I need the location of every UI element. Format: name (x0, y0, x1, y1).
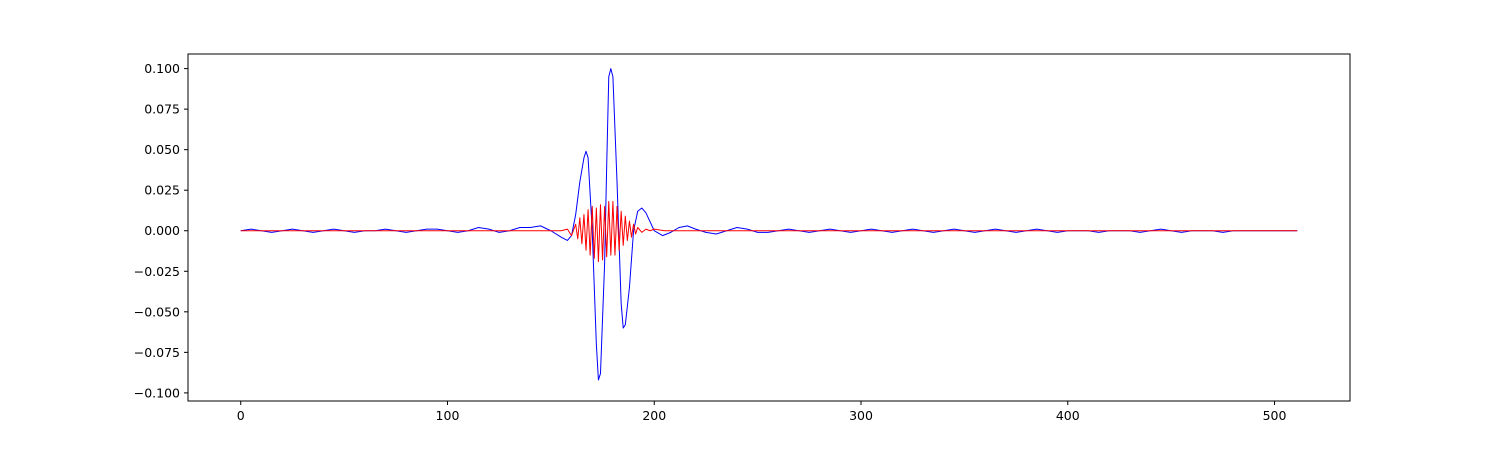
x-tick-label: 500 (1263, 408, 1287, 423)
x-tick-label: 400 (1056, 408, 1080, 423)
y-tick-label: 0.075 (144, 102, 180, 117)
plot-area-frame (187, 53, 1351, 402)
x-tick-label: 0 (237, 408, 245, 423)
x-tick-label: 100 (436, 408, 460, 423)
series-line-1 (240, 68, 1298, 381)
y-tick-label: −0.075 (134, 345, 180, 360)
y-tick-label: −0.050 (134, 304, 180, 319)
series-lines (240, 68, 1298, 381)
x-tick-label: 200 (642, 408, 666, 423)
series-line-2 (240, 201, 1298, 263)
y-tick-label: 0.025 (144, 183, 180, 198)
x-tick-label: 300 (849, 408, 873, 423)
y-axis-ticks: −0.100 −0.075 −0.050 −0.025 0.000 0.025 0.050 0… (134, 61, 188, 400)
y-tick-label: −0.100 (134, 385, 180, 400)
x-axis-ticks: 0 100 200 300 400 500 (237, 401, 1287, 423)
y-tick-label: 0.100 (144, 61, 180, 76)
y-tick-label: 0.000 (144, 223, 180, 238)
y-tick-label: −0.025 (134, 264, 180, 279)
y-tick-label: 0.050 (144, 142, 180, 157)
